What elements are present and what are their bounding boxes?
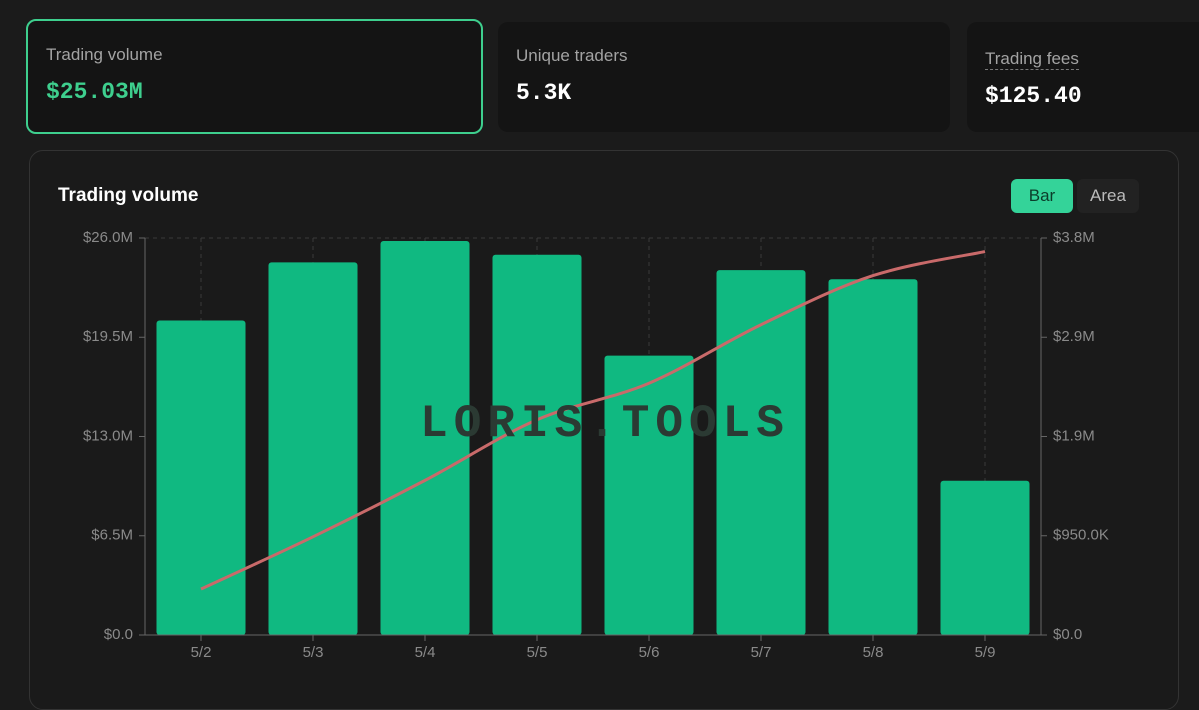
y-tick-label: $19.5M xyxy=(83,328,133,345)
chart: $0.0 $6.5M $13.0M $19.5M $26.0M $0.0 $950.0K $1… xyxy=(83,229,1109,661)
toggle-button[interactable]: Area xyxy=(1077,179,1139,213)
y2-tick-label: $0.0 xyxy=(1053,626,1082,643)
y2-tick-label: $2.9M xyxy=(1053,328,1095,345)
x-tick-label: 5/2 xyxy=(191,644,212,661)
x-tick-label: 5/8 xyxy=(863,644,884,661)
y2-tick-label: $1.9M xyxy=(1053,427,1095,444)
toggle-button[interactable]: Bar xyxy=(1011,179,1073,213)
bar xyxy=(380,241,470,636)
bar xyxy=(604,355,694,635)
bar xyxy=(268,262,358,635)
x-tick-label: 5/7 xyxy=(751,644,772,661)
bar xyxy=(156,320,246,635)
stat-card[interactable]: Trading volume $25.03M xyxy=(26,19,483,134)
watermark: LORIS.TOOLS xyxy=(420,398,790,450)
stat-card[interactable]: Trading fees $125.40 xyxy=(967,22,1199,132)
y-tick-label: $26.0M xyxy=(83,229,133,246)
bar xyxy=(828,279,918,635)
bar xyxy=(716,270,806,635)
card-value: $25.03M xyxy=(46,79,143,105)
y-tick-label: $0.0 xyxy=(104,626,133,643)
card-value: 5.3K xyxy=(516,80,572,106)
page: Trading volume $25.03M Unique traders 5.… xyxy=(26,19,1199,710)
card-value: $125.40 xyxy=(985,83,1082,109)
x-tick-label: 5/5 xyxy=(527,644,548,661)
y-tick-label: $13.0M xyxy=(83,427,133,444)
y2-tick-label: $3.8M xyxy=(1053,229,1095,246)
y2-tick-label: $950.0K xyxy=(1053,527,1109,544)
card-label: Trading fees xyxy=(985,49,1079,70)
stat-card[interactable]: Unique traders 5.3K xyxy=(498,22,950,132)
x-tick-label: 5/4 xyxy=(415,644,436,661)
card-label: Trading volume xyxy=(46,45,163,64)
x-tick-label: 5/6 xyxy=(639,644,660,661)
chart-title: Trading volume xyxy=(58,185,199,206)
card-label: Unique traders xyxy=(516,46,628,65)
x-tick-label: 5/9 xyxy=(975,644,996,661)
bar xyxy=(940,480,1030,635)
bar xyxy=(492,254,582,636)
line xyxy=(200,250,986,591)
y-tick-label: $6.5M xyxy=(91,527,133,544)
x-tick-label: 5/3 xyxy=(303,644,324,661)
